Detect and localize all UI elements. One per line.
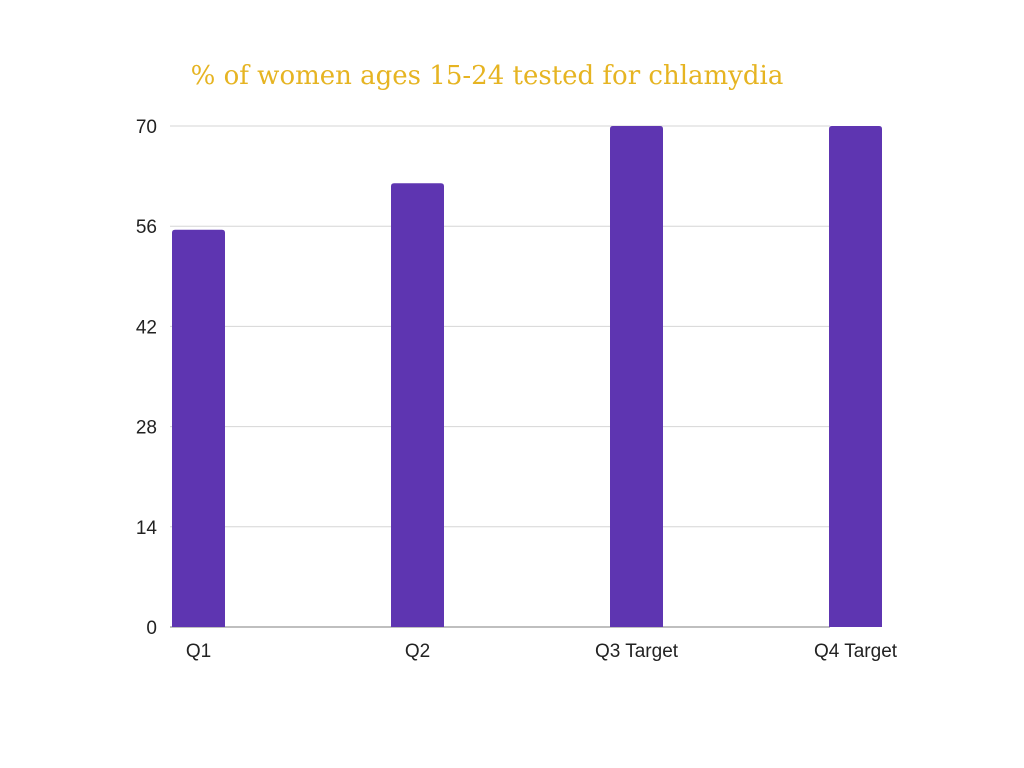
bar-q3-target — [610, 126, 663, 627]
y-tick-label: 14 — [136, 518, 158, 539]
bar-q2 — [391, 183, 444, 627]
x-category-label: Q4 Target — [814, 641, 898, 662]
bar-q4-target — [829, 126, 882, 627]
chart-title: % of women ages 15-24 tested for chlamyd… — [191, 61, 784, 91]
y-tick-label: 28 — [136, 418, 157, 439]
x-category-label: Q1 — [186, 641, 211, 662]
bar-q1 — [172, 229, 225, 627]
y-tick-label: 70 — [136, 117, 157, 138]
y-tick-label: 0 — [146, 618, 157, 639]
y-axis-ticks: 0 14 28 42 56 70 — [136, 117, 158, 639]
y-tick-label: 56 — [136, 217, 157, 238]
bars — [172, 126, 882, 627]
y-tick-label: 42 — [136, 317, 157, 338]
gridlines — [170, 125, 830, 628]
x-category-label: Q2 — [405, 641, 430, 662]
x-category-label: Q3 Target — [595, 641, 679, 662]
x-axis-categories: Q1 Q2 Q3 Target Q4 Target — [186, 641, 898, 662]
